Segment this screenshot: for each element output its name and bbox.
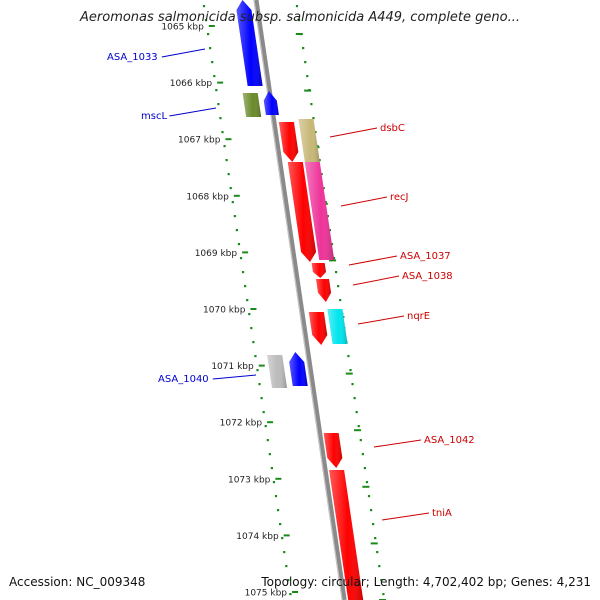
scale-tick-label: 1066 kbp	[170, 79, 213, 89]
feature-label-mscl-cds[interactable]: mscL	[141, 107, 217, 122]
feature-recj-cds[interactable]	[304, 162, 335, 260]
feature-asa-1040-cds[interactable]	[267, 355, 288, 388]
feature-mscl[interactable]	[263, 91, 279, 115]
scale-tick-label: 1073 kbp	[228, 475, 271, 485]
feature-label-text: ASA_1042	[424, 435, 475, 446]
feature-label-asa-1033[interactable]: ASA_1033	[107, 48, 206, 63]
feature-label-text: ASA_1038	[402, 271, 453, 282]
feature-label-asa-1038[interactable]: ASA_1038	[352, 271, 453, 286]
feature-nqre[interactable]	[308, 312, 328, 345]
scale-tick-label: 1075 kbp	[245, 589, 288, 599]
feature-dsbc-cds[interactable]	[298, 119, 320, 162]
feature-label-nqre-cds[interactable]: nqrE	[357, 311, 430, 325]
scale-tick-label: 1069 kbp	[195, 249, 238, 259]
feature-recj[interactable]	[287, 162, 317, 262]
feature-asa-1038[interactable]	[316, 279, 332, 302]
feature-label-asa-1042[interactable]: ASA_1042	[373, 435, 475, 448]
feature-label-text: nqrE	[407, 311, 430, 322]
feature-labels: ASA_1033 mscL dsbC recJ ASA_1037 ASA_1038 nqrE…	[107, 48, 475, 521]
feature-asa-1042[interactable]	[323, 433, 343, 468]
feature-label-asa-1040-cds[interactable]: ASA_1040	[158, 374, 257, 385]
scale-dot-tracks	[202, 5, 385, 596]
feature-nqre-cds[interactable]	[327, 309, 348, 344]
scale-tick-label: 1068 kbp	[186, 192, 229, 202]
feature-label-text: tniA	[432, 508, 452, 519]
feature-label-recj-cds[interactable]: recJ	[340, 192, 409, 207]
genome-stats-label: Topology: circular; Length: 4,702,402 bp…	[261, 575, 591, 589]
scale-tick-label: 1067 kbp	[178, 136, 221, 146]
scale-tick-label: 1070 kbp	[203, 306, 246, 316]
feature-dsbc[interactable]	[278, 122, 299, 162]
feature-asa-1033[interactable]	[236, 0, 263, 86]
scale-tick-label: 1072 kbp	[220, 419, 263, 429]
scale-ticks: 1065 kbp 1066 kbp 1067 kbp 1068 kbp 1069 kbp…	[161, 23, 387, 600]
backbone-track	[253, 0, 347, 600]
scale-tick-label: 1071 kbp	[211, 362, 254, 372]
feature-label-text: ASA_1037	[400, 251, 451, 262]
feature-label-dsbc-cds[interactable]: dsbC	[329, 123, 405, 138]
feature-tnia[interactable]	[329, 470, 364, 600]
feature-asa-1040[interactable]	[289, 352, 308, 386]
feature-mscl-cds[interactable]	[242, 93, 262, 117]
feature-asa-1037[interactable]	[311, 263, 326, 278]
feature-label-text: ASA_1033	[107, 52, 158, 63]
scale-tick-label: 1065 kbp	[161, 23, 204, 33]
page-title: Aeromonas salmonicida subsp. salmonicida…	[80, 10, 520, 25]
feature-label-text: dsbC	[380, 123, 405, 134]
scale-tick-label: 1074 kbp	[236, 532, 279, 542]
feature-label-asa-1037[interactable]: ASA_1037	[348, 251, 451, 266]
backbone-line	[253, 0, 347, 600]
feature-label-text: recJ	[390, 192, 409, 203]
feature-layer	[236, 0, 364, 600]
inner-scale-rail	[202, 5, 292, 596]
feature-label-text: mscL	[141, 111, 167, 122]
accession-label: Accession: NC_009348	[9, 575, 146, 589]
feature-label-text: ASA_1040	[158, 374, 209, 385]
feature-label-tnia[interactable]: tniA	[381, 508, 452, 521]
